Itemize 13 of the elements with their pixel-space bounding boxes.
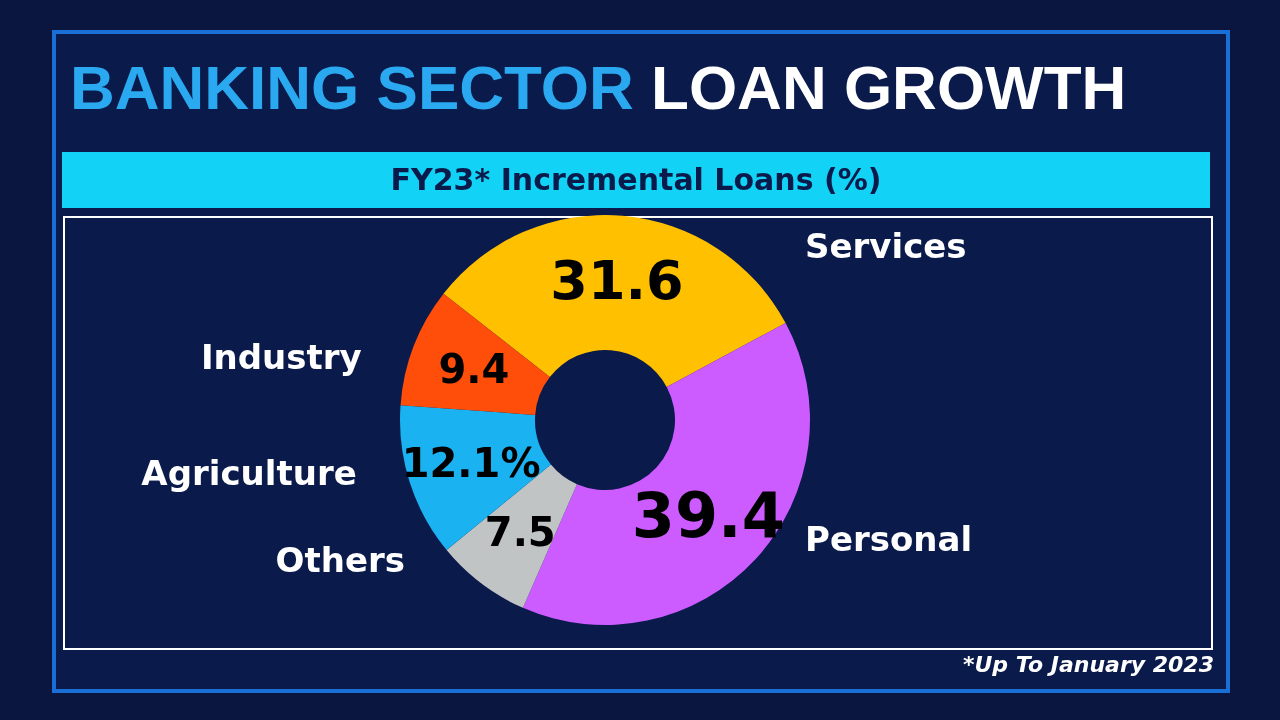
data-label: 7.5 [484, 509, 556, 556]
slice-label: Industry [200, 337, 362, 378]
slice-label: Personal [805, 518, 973, 559]
slice-label: Agriculture [141, 452, 357, 493]
data-label: 39.4 [631, 478, 785, 552]
slice-label: Services [805, 225, 967, 266]
data-label: 31.6 [550, 248, 684, 312]
text: *Up To January 2023 [962, 652, 1214, 677]
data-label: 12.1% [401, 439, 541, 486]
chart-title: BANKING SECTOR LOAN GROWTH [70, 52, 1128, 123]
chart-subtitle: FY23* Incremental Loans (%) [62, 152, 1210, 208]
data-label: 9.4 [438, 346, 510, 393]
slice-label: Others [275, 539, 405, 580]
